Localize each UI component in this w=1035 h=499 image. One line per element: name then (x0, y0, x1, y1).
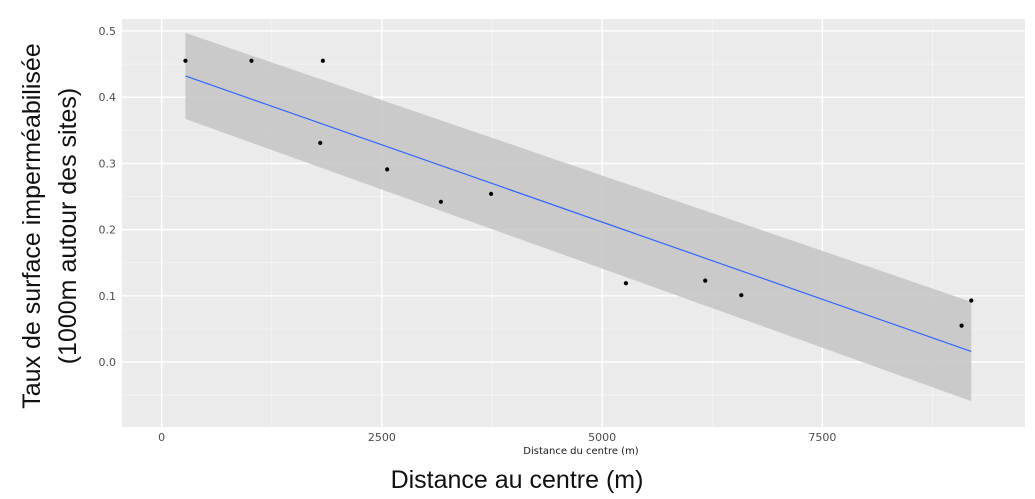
confidence-band (185, 32, 972, 402)
x-tick-label: 0 (158, 431, 165, 444)
data-point (489, 191, 494, 196)
y-tick-label: 0.5 (99, 25, 117, 38)
data-point (183, 58, 188, 63)
data-point (969, 298, 974, 303)
x-tick-label: 2500 (368, 431, 396, 444)
x-tick-label: 7500 (808, 431, 836, 444)
x-tick-labels: 0 2500 5000 7500 (158, 431, 836, 444)
x-axis-label: Distance au centre (m) (391, 466, 644, 494)
data-point (703, 278, 708, 283)
data-point (318, 140, 323, 145)
y-tick-label: 0.0 (99, 356, 117, 369)
data-point (249, 58, 254, 63)
y-tick-label: 0.4 (99, 91, 117, 104)
data-point (623, 281, 629, 286)
data-point (320, 58, 325, 63)
x-tick-label: 5000 (588, 431, 616, 444)
data-point (438, 199, 444, 204)
data-point (385, 167, 390, 172)
data-point (739, 293, 744, 298)
inner-x-axis-label: Distance du centre (m) (523, 446, 639, 457)
major-gridlines (122, 19, 1025, 427)
data-point (959, 323, 964, 328)
y-axis-label-line2: (1000m autour des sites) (54, 88, 82, 365)
data-points (183, 58, 974, 328)
regression-line (185, 75, 972, 353)
y-axis-label-line1: Taux de surface imperméabilisée (18, 43, 46, 408)
y-tick-labels: 0.0 0.1 0.2 0.3 0.4 0.5 (99, 25, 117, 369)
y-tick-label: 0.1 (99, 290, 117, 303)
y-tick-label: 0.3 (99, 157, 117, 170)
y-tick-label: 0.2 (99, 224, 117, 237)
